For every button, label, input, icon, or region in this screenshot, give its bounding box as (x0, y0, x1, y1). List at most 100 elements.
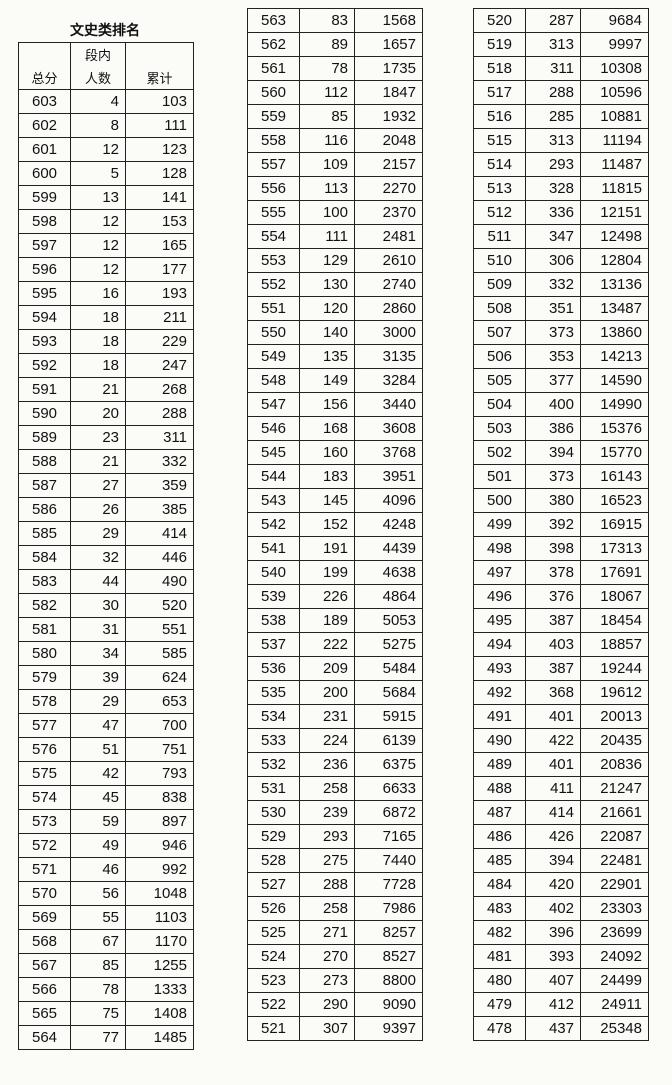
score-cell: 585 (18, 521, 71, 546)
cumulative-cell: 165 (125, 233, 194, 258)
table-row: 597 12 165 (18, 233, 194, 258)
score-cell: 601 (18, 137, 71, 162)
count-cell: 393 (525, 944, 581, 969)
score-cell: 523 (247, 968, 300, 993)
score-cell: 550 (247, 320, 300, 345)
table-row: 516 285 10881 (473, 104, 649, 129)
count-cell: 12 (70, 209, 126, 234)
cumulative-cell: 551 (125, 617, 194, 642)
count-cell: 328 (525, 176, 581, 201)
count-cell: 27 (70, 473, 126, 498)
table-row: 577 47 700 (18, 713, 194, 738)
table-row: 484 420 22901 (473, 872, 649, 897)
table-row: 573 59 897 (18, 809, 194, 834)
table-row: 542 152 4248 (247, 512, 423, 537)
count-cell: 26 (70, 497, 126, 522)
score-cell: 576 (18, 737, 71, 762)
score-cell: 541 (247, 536, 300, 561)
score-cell: 558 (247, 128, 300, 153)
score-cell: 510 (473, 248, 526, 273)
score-cell: 517 (473, 80, 526, 105)
cumulative-cell: 18857 (580, 632, 649, 657)
cumulative-cell: 5684 (354, 680, 423, 705)
count-cell: 116 (299, 128, 355, 153)
cumulative-cell: 14213 (580, 344, 649, 369)
count-cell: 368 (525, 680, 581, 705)
table-row: 566 78 1333 (18, 977, 194, 1002)
table-row: 480 407 24499 (473, 968, 649, 993)
score-cell: 595 (18, 281, 71, 306)
score-cell: 554 (247, 224, 300, 249)
table-row: 539 226 4864 (247, 584, 423, 609)
score-cell: 564 (18, 1025, 71, 1050)
cumulative-cell: 10308 (580, 56, 649, 81)
score-cell: 533 (247, 728, 300, 753)
count-cell: 21 (70, 449, 126, 474)
cumulative-cell: 10596 (580, 80, 649, 105)
table-row: 509 332 13136 (473, 272, 649, 297)
score-cell: 572 (18, 833, 71, 858)
table-row: 541 191 4439 (247, 536, 423, 561)
score-cell: 509 (473, 272, 526, 297)
table-row: 544 183 3951 (247, 464, 423, 489)
score-cell: 496 (473, 584, 526, 609)
table-row: 581 31 551 (18, 617, 194, 642)
count-cell: 224 (299, 728, 355, 753)
cumulative-cell: 247 (125, 353, 194, 378)
score-cell: 556 (247, 176, 300, 201)
cumulative-cell: 3768 (354, 440, 423, 465)
cumulative-cell: 1103 (125, 905, 194, 930)
table-row: 551 120 2860 (247, 296, 423, 321)
cumulative-cell: 7986 (354, 896, 423, 921)
table-row: 561 78 1735 (247, 56, 423, 81)
count-cell: 426 (525, 824, 581, 849)
count-cell: 332 (525, 272, 581, 297)
score-cell: 539 (247, 584, 300, 609)
score-cell: 569 (18, 905, 71, 930)
table-row: 508 351 13487 (473, 296, 649, 321)
cumulative-cell: 12151 (580, 200, 649, 225)
count-cell: 109 (299, 152, 355, 177)
cumulative-cell: 1568 (354, 8, 423, 33)
cumulative-cell: 653 (125, 689, 194, 714)
table-row: 576 51 751 (18, 737, 194, 762)
cumulative-cell: 15376 (580, 416, 649, 441)
score-cell: 602 (18, 113, 71, 138)
count-cell: 32 (70, 545, 126, 570)
count-cell: 18 (70, 329, 126, 354)
count-cell: 46 (70, 857, 126, 882)
score-cell: 542 (247, 512, 300, 537)
count-cell: 135 (299, 344, 355, 369)
table-row: 518 311 10308 (473, 56, 649, 81)
cumulative-cell: 211 (125, 305, 194, 330)
count-cell: 44 (70, 569, 126, 594)
score-cell: 483 (473, 896, 526, 921)
count-cell: 120 (299, 296, 355, 321)
cumulative-cell: 1735 (354, 56, 423, 81)
table-row: 503 386 15376 (473, 416, 649, 441)
table-row: 519 313 9997 (473, 32, 649, 57)
cumulative-cell: 3284 (354, 368, 423, 393)
score-cell: 494 (473, 632, 526, 657)
count-cell: 401 (525, 752, 581, 777)
score-cell: 534 (247, 704, 300, 729)
count-cell: 16 (70, 281, 126, 306)
cumulative-cell: 585 (125, 641, 194, 666)
table-row: 582 30 520 (18, 593, 194, 618)
score-cell: 530 (247, 800, 300, 825)
table-row: 585 29 414 (18, 521, 194, 546)
score-cell: 574 (18, 785, 71, 810)
count-cell: 422 (525, 728, 581, 753)
table-row: 578 29 653 (18, 689, 194, 714)
score-cell: 553 (247, 248, 300, 273)
score-cell: 565 (18, 1001, 71, 1026)
score-cell: 503 (473, 416, 526, 441)
cumulative-cell: 4096 (354, 488, 423, 513)
cumulative-cell: 2860 (354, 296, 423, 321)
cumulative-cell: 177 (125, 257, 194, 282)
cumulative-cell: 12804 (580, 248, 649, 273)
table-row: 602 8 111 (18, 113, 194, 138)
count-cell: 56 (70, 881, 126, 906)
cumulative-cell: 4864 (354, 584, 423, 609)
count-cell: 113 (299, 176, 355, 201)
